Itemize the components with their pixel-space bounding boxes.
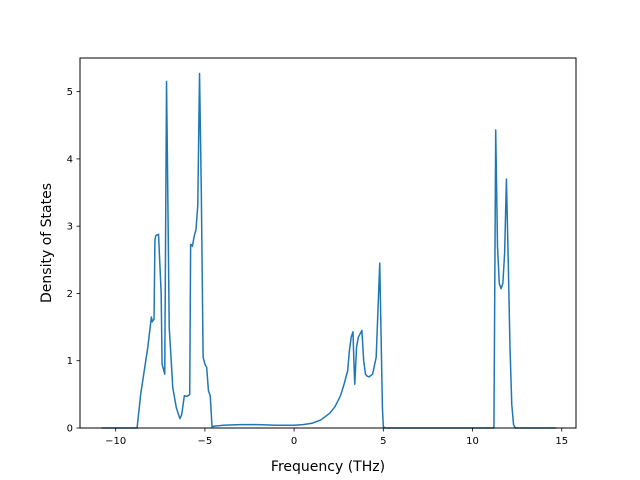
x-tick-label: −10 bbox=[105, 436, 126, 447]
x-tick-label: −5 bbox=[198, 436, 213, 447]
x-tick-label: 15 bbox=[555, 436, 568, 447]
y-axis-label: Density of States bbox=[39, 183, 55, 303]
x-tick-label: 10 bbox=[466, 436, 479, 447]
y-tick-label: 2 bbox=[67, 289, 73, 300]
y-tick-label: 3 bbox=[67, 222, 73, 233]
x-tick-label: 5 bbox=[380, 436, 386, 447]
plot-area bbox=[101, 72, 557, 429]
y-tick-label: 1 bbox=[67, 356, 73, 367]
y-tick-label: 0 bbox=[67, 424, 73, 435]
x-axis-label: Frequency (THz) bbox=[271, 459, 385, 475]
dos-series-line bbox=[101, 72, 557, 429]
ticks: −10 −5 0 5 10 15 0 1 2 3 4 5 bbox=[67, 87, 568, 447]
x-tick-label: 0 bbox=[291, 436, 297, 447]
axes-frame bbox=[79, 57, 577, 429]
y-tick-label: 4 bbox=[67, 154, 73, 165]
y-tick-label: 5 bbox=[67, 87, 73, 98]
